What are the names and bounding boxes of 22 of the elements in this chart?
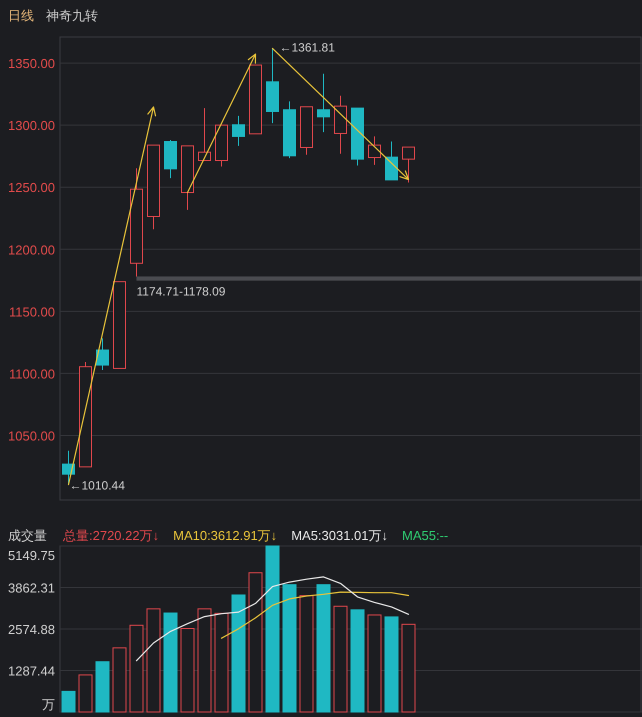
text: 总量:2720.22万↓ (62, 528, 160, 543)
text: MA55:-- (402, 528, 448, 543)
band-label: 1174.71-1178.09 (136, 284, 226, 299)
y-tick-label: 3862.31 (8, 580, 55, 596)
chart-title: 成交量 (8, 528, 47, 543)
text: 神奇九转 (46, 8, 98, 23)
y-tick-label: 1250.00 (8, 180, 55, 196)
annotation: ←1010.44 (70, 478, 126, 493)
y-tick-label: 1150.00 (8, 304, 55, 320)
y-tick-label: 1350.00 (8, 56, 55, 72)
y-tick-label: 2574.88 (8, 622, 55, 637)
y-tick-label: 万 (42, 697, 55, 712)
chart-title: 日线 (8, 8, 34, 23)
text: MA5:3031.01万↓ (291, 528, 388, 543)
y-tick-label: 1050.00 (8, 428, 55, 444)
y-tick-label: 1300.00 (8, 118, 55, 134)
y-tick-label: 5149.75 (8, 548, 55, 563)
y-tick-label: 1200.00 (8, 242, 55, 258)
text: MA10:3612.91万↓ (173, 528, 278, 543)
y-tick-label: 1287.44 (8, 664, 55, 678)
annotation: ←1361.81 (280, 40, 336, 54)
y-tick-label: 1100.00 (8, 366, 55, 382)
